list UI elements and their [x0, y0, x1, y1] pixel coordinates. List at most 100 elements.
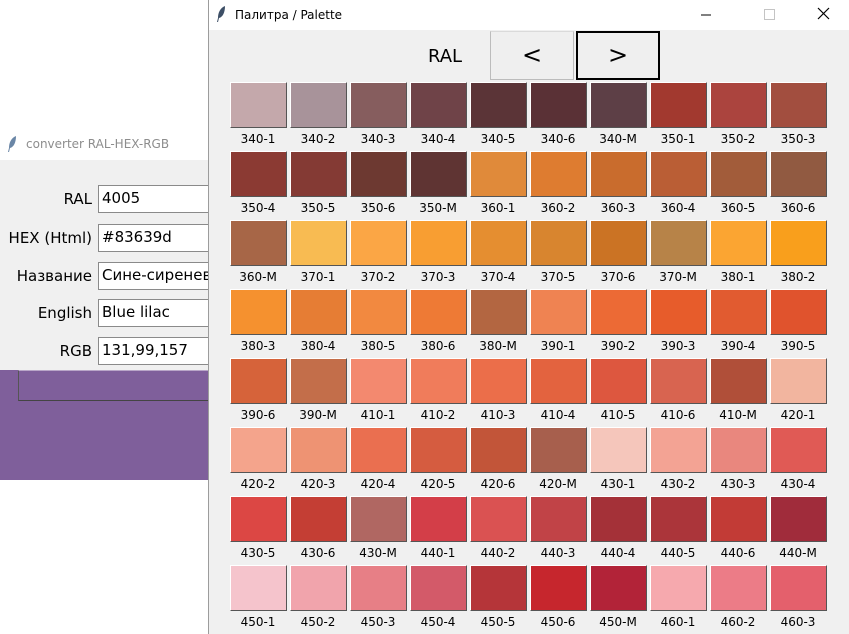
swatch-color[interactable] — [590, 496, 647, 542]
swatch-color[interactable] — [470, 151, 527, 197]
previous-page-button[interactable]: < — [490, 31, 574, 80]
swatch-cell[interactable]: 380-M — [468, 288, 528, 357]
swatch-cell[interactable]: 370-6 — [588, 219, 648, 288]
swatch-color[interactable] — [290, 358, 347, 404]
swatch-color[interactable] — [230, 82, 287, 128]
swatch-color[interactable] — [770, 151, 827, 197]
swatch-color[interactable] — [290, 82, 347, 128]
swatch-cell[interactable]: 390-M — [288, 357, 348, 426]
swatch-cell[interactable]: 450-3 — [348, 564, 408, 633]
swatch-color[interactable] — [290, 565, 347, 611]
swatch-cell[interactable]: 440-M — [768, 495, 828, 564]
swatch-color[interactable] — [770, 289, 827, 335]
swatch-color[interactable] — [530, 82, 587, 128]
swatch-cell[interactable]: 360-M — [228, 219, 288, 288]
swatch-cell[interactable]: 360-2 — [528, 150, 588, 219]
swatch-color[interactable] — [650, 565, 707, 611]
swatch-cell[interactable]: 430-6 — [288, 495, 348, 564]
swatch-cell[interactable]: 360-3 — [588, 150, 648, 219]
swatch-color[interactable] — [230, 289, 287, 335]
swatch-color[interactable] — [350, 565, 407, 611]
swatch-cell[interactable]: 440-5 — [648, 495, 708, 564]
swatch-cell[interactable]: 410-6 — [648, 357, 708, 426]
maximize-button[interactable] — [741, 0, 787, 30]
swatch-color[interactable] — [590, 427, 647, 473]
swatch-cell[interactable]: 450-1 — [228, 564, 288, 633]
swatch-color[interactable] — [770, 82, 827, 128]
swatch-color[interactable] — [290, 220, 347, 266]
swatch-color[interactable] — [350, 151, 407, 197]
swatch-cell[interactable]: 390-3 — [648, 288, 708, 357]
convert-button[interactable] — [18, 370, 210, 401]
swatch-color[interactable] — [710, 358, 767, 404]
swatch-cell[interactable]: 370-5 — [528, 219, 588, 288]
hex-input[interactable]: #83639d — [98, 224, 218, 252]
swatch-cell[interactable]: 370-M — [648, 219, 708, 288]
swatch-cell[interactable]: 420-5 — [408, 426, 468, 495]
swatch-color[interactable] — [470, 565, 527, 611]
next-page-button[interactable]: > — [576, 31, 660, 80]
swatch-cell[interactable]: 430-4 — [768, 426, 828, 495]
swatch-cell[interactable]: 450-4 — [408, 564, 468, 633]
swatch-cell[interactable]: 340-1 — [228, 81, 288, 150]
ral-input[interactable]: 4005 — [98, 185, 218, 213]
swatch-color[interactable] — [530, 358, 587, 404]
close-button[interactable] — [800, 0, 846, 30]
swatch-cell[interactable]: 340-4 — [408, 81, 468, 150]
swatch-color[interactable] — [710, 151, 767, 197]
swatch-color[interactable] — [410, 358, 467, 404]
swatch-color[interactable] — [350, 427, 407, 473]
swatch-color[interactable] — [530, 220, 587, 266]
swatch-cell[interactable]: 420-4 — [348, 426, 408, 495]
palette-titlebar[interactable]: Палитра / Palette — [209, 0, 849, 30]
swatch-cell[interactable]: 430-1 — [588, 426, 648, 495]
swatch-color[interactable] — [710, 427, 767, 473]
swatch-color[interactable] — [470, 289, 527, 335]
swatch-cell[interactable]: 340-6 — [528, 81, 588, 150]
swatch-color[interactable] — [650, 358, 707, 404]
swatch-cell[interactable]: 430-5 — [228, 495, 288, 564]
swatch-cell[interactable]: 360-4 — [648, 150, 708, 219]
swatch-color[interactable] — [650, 427, 707, 473]
swatch-cell[interactable]: 420-6 — [468, 426, 528, 495]
swatch-cell[interactable]: 430-3 — [708, 426, 768, 495]
swatch-cell[interactable]: 430-2 — [648, 426, 708, 495]
swatch-cell[interactable]: 440-6 — [708, 495, 768, 564]
swatch-color[interactable] — [410, 289, 467, 335]
swatch-cell[interactable]: 370-2 — [348, 219, 408, 288]
swatch-cell[interactable]: 360-1 — [468, 150, 528, 219]
swatch-color[interactable] — [710, 565, 767, 611]
swatch-cell[interactable]: 450-6 — [528, 564, 588, 633]
swatch-color[interactable] — [530, 289, 587, 335]
swatch-cell[interactable]: 350-4 — [228, 150, 288, 219]
swatch-color[interactable] — [470, 82, 527, 128]
swatch-cell[interactable]: 390-4 — [708, 288, 768, 357]
swatch-color[interactable] — [770, 358, 827, 404]
swatch-color[interactable] — [650, 289, 707, 335]
swatch-color[interactable] — [410, 220, 467, 266]
swatch-color[interactable] — [350, 496, 407, 542]
swatch-color[interactable] — [350, 358, 407, 404]
swatch-cell[interactable]: 420-M — [528, 426, 588, 495]
swatch-color[interactable] — [350, 289, 407, 335]
swatch-cell[interactable]: 450-5 — [468, 564, 528, 633]
swatch-cell[interactable]: 460-3 — [768, 564, 828, 633]
swatch-color[interactable] — [650, 496, 707, 542]
swatch-cell[interactable]: 380-3 — [228, 288, 288, 357]
swatch-cell[interactable]: 380-6 — [408, 288, 468, 357]
swatch-color[interactable] — [410, 151, 467, 197]
swatch-color[interactable] — [770, 565, 827, 611]
swatch-cell[interactable]: 460-2 — [708, 564, 768, 633]
swatch-color[interactable] — [770, 220, 827, 266]
swatch-color[interactable] — [530, 151, 587, 197]
swatch-color[interactable] — [590, 151, 647, 197]
swatch-color[interactable] — [230, 496, 287, 542]
swatch-color[interactable] — [710, 289, 767, 335]
swatch-cell[interactable]: 420-2 — [228, 426, 288, 495]
swatch-cell[interactable]: 410-1 — [348, 357, 408, 426]
swatch-color[interactable] — [470, 358, 527, 404]
swatch-color[interactable] — [650, 151, 707, 197]
swatch-color[interactable] — [470, 220, 527, 266]
swatch-cell[interactable]: 360-5 — [708, 150, 768, 219]
swatch-cell[interactable]: 430-M — [348, 495, 408, 564]
